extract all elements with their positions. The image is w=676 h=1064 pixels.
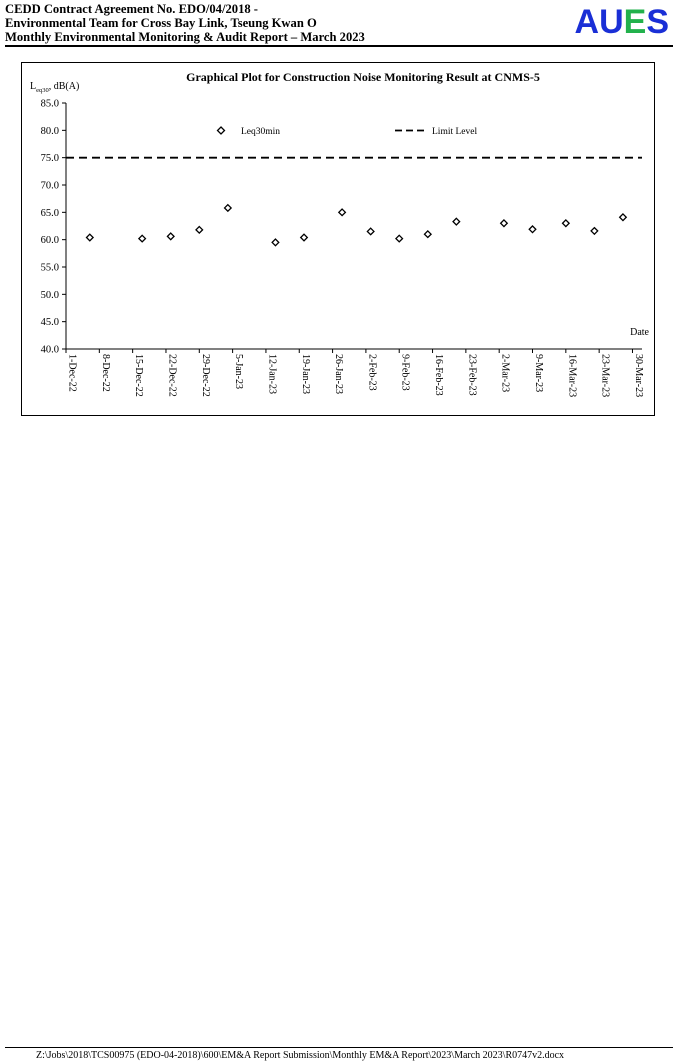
x-tick-label: 23-Feb-23 bbox=[466, 354, 477, 396]
x-tick-label: 15-Dec-22 bbox=[133, 354, 144, 397]
header-text-block: CEDD Contract Agreement No. EDO/04/2018 … bbox=[5, 2, 365, 45]
y-tick-label: 45.0 bbox=[41, 317, 59, 328]
data-point-diamond bbox=[299, 233, 309, 242]
data-point-diamond bbox=[195, 225, 204, 235]
y-axis-label-main: L bbox=[30, 81, 36, 92]
chart-title: Graphical Plot for Construction Noise Mo… bbox=[186, 70, 540, 84]
x-tick-label: 23-Mar-23 bbox=[600, 354, 611, 397]
y-axis-label-sub: eq30 bbox=[36, 87, 49, 94]
data-point-diamond bbox=[271, 238, 280, 247]
footer-divider bbox=[5, 1047, 673, 1048]
plot-area: 40.0 45.0 50.0 55.0 60.0 65.0 70.0 75.0 80.0 85.0… bbox=[41, 99, 644, 398]
data-point-diamond bbox=[499, 219, 509, 228]
noise-chart: Graphical Plot for Construction Noise Mo… bbox=[30, 70, 650, 398]
data-point-diamond bbox=[85, 233, 95, 242]
x-tick-label: 2-Feb-23 bbox=[366, 354, 377, 391]
header-divider bbox=[5, 45, 673, 47]
aues-logo: AUES bbox=[575, 3, 670, 41]
x-tick-label: 29-Dec-22 bbox=[200, 354, 211, 397]
logo-letter-u: U bbox=[599, 3, 624, 41]
data-point-diamond bbox=[423, 229, 433, 239]
x-tick-label: 2-Mar-23 bbox=[500, 354, 511, 392]
y-tick-label: 60.0 bbox=[41, 235, 59, 246]
file-path-footer: Z:\Jobs\2018\TCS00975 (EDO-04-2018)\600\… bbox=[36, 1050, 565, 1061]
x-tick-label: 16-Feb-23 bbox=[433, 354, 444, 396]
legend-series-label: Leq30min bbox=[241, 127, 280, 137]
x-axis-label: Date bbox=[630, 327, 649, 338]
data-point-diamond bbox=[452, 217, 461, 226]
x-tick-label: 1-Dec-22 bbox=[67, 354, 78, 392]
data-point-diamond bbox=[366, 227, 375, 236]
contract-line: CEDD Contract Agreement No. EDO/04/2018 … bbox=[5, 2, 259, 16]
report-header: CEDD Contract Agreement No. EDO/04/2018 … bbox=[5, 2, 671, 46]
x-tick-label: 12-Jan-23 bbox=[266, 354, 277, 394]
x-tick-label: 9-Feb-23 bbox=[400, 354, 411, 391]
data-point-diamond bbox=[395, 234, 404, 243]
logo-letter-a: A bbox=[574, 3, 600, 41]
y-tick-label: 80.0 bbox=[41, 126, 59, 137]
x-tick-label: 5-Jan-23 bbox=[233, 354, 244, 389]
x-tick-label: 26-Jan-23 bbox=[333, 354, 344, 394]
logo-letter-s: S bbox=[646, 3, 669, 41]
chart-frame: Graphical Plot for Construction Noise Mo… bbox=[21, 62, 655, 416]
y-tick-label: 85.0 bbox=[41, 99, 59, 110]
data-point-diamond bbox=[223, 203, 233, 213]
data-point-diamond bbox=[166, 232, 175, 241]
x-tick-label: 19-Jan-23 bbox=[300, 354, 311, 394]
data-point-diamond bbox=[528, 225, 537, 234]
data-point-diamond bbox=[337, 208, 347, 217]
legend-limit-label: Limit Level bbox=[432, 127, 477, 137]
y-tick-label: 40.0 bbox=[41, 345, 59, 356]
data-point-diamond bbox=[618, 213, 628, 222]
y-tick-label: 65.0 bbox=[41, 208, 59, 219]
team-line: Environmental Team for Cross Bay Link, T… bbox=[5, 16, 317, 31]
chart-legend: Leq30min Limit Level bbox=[216, 126, 477, 137]
x-tick-label: 22-Dec-22 bbox=[166, 354, 177, 397]
y-tick-label: 55.0 bbox=[41, 263, 59, 274]
data-point-diamond bbox=[561, 219, 571, 228]
x-tick-label: 16-Mar-23 bbox=[566, 354, 577, 397]
logo-letter-e: E bbox=[623, 3, 647, 41]
x-tick-label: 8-Dec-22 bbox=[100, 354, 111, 392]
data-point-diamond bbox=[590, 226, 599, 236]
report-title-line: Monthly Environmental Monitoring & Audit… bbox=[5, 30, 365, 45]
y-tick-label: 75.0 bbox=[41, 153, 59, 164]
x-tick-label: 30-Mar-23 bbox=[633, 354, 644, 397]
x-tick-label: 9-Mar-23 bbox=[533, 354, 544, 392]
data-point-diamond bbox=[137, 234, 147, 243]
y-axis-label: Leq30, dB(A) bbox=[30, 81, 79, 94]
y-axis-label-unit: , dB(A) bbox=[49, 81, 80, 92]
legend-diamond-marker bbox=[216, 126, 226, 135]
y-tick-label: 70.0 bbox=[41, 181, 59, 192]
y-tick-label: 50.0 bbox=[41, 290, 59, 301]
